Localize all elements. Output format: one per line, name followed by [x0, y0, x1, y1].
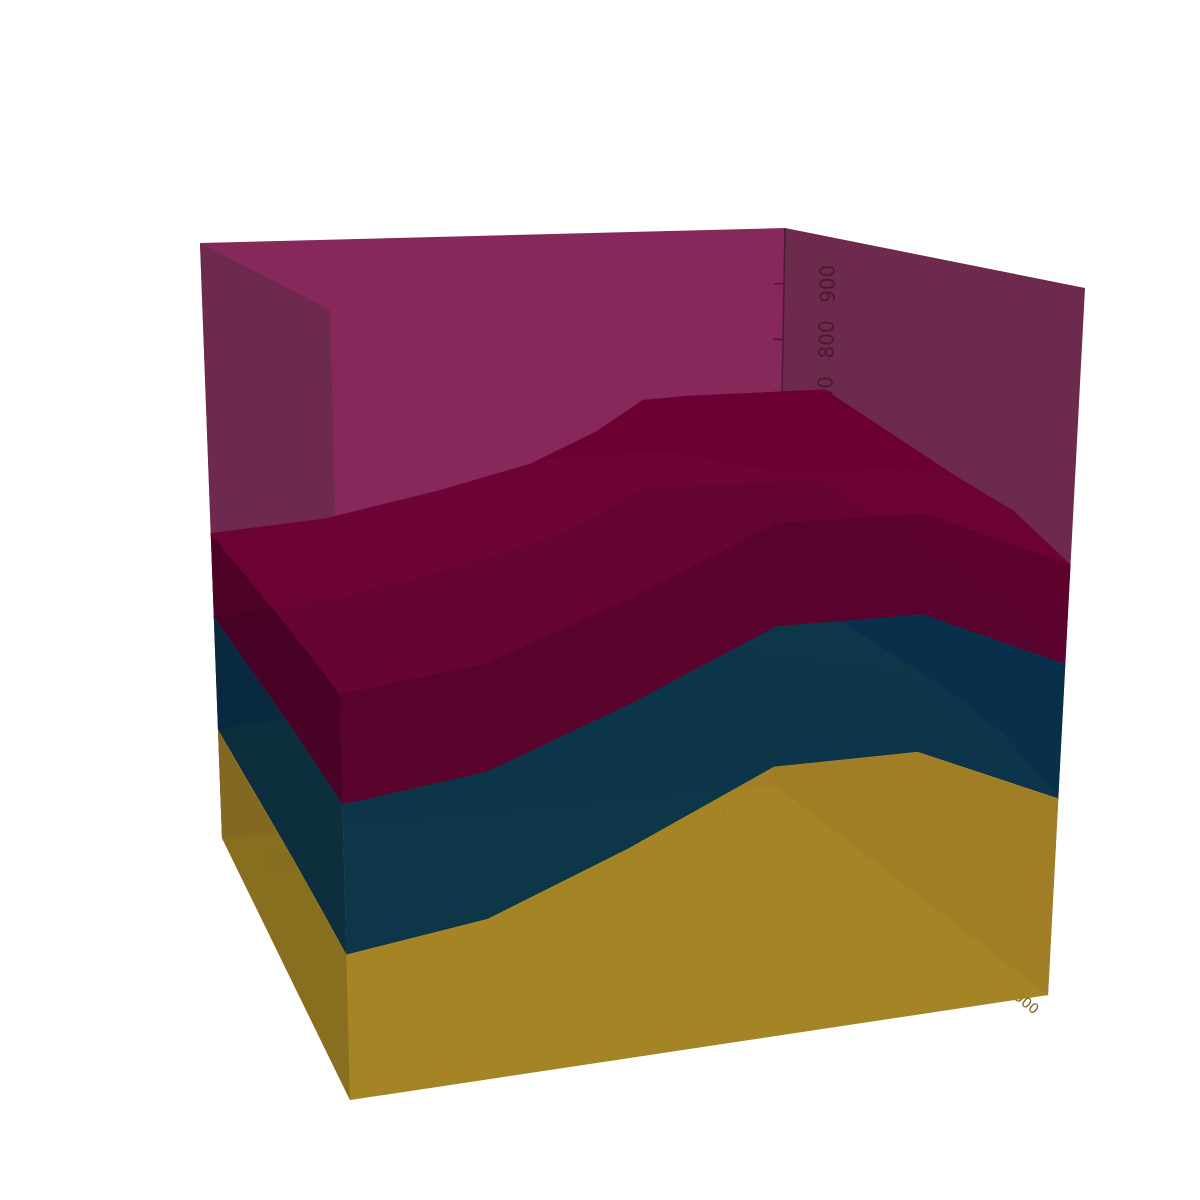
front-face	[342, 614, 1066, 955]
left-face	[218, 729, 350, 1100]
front-face	[346, 751, 1059, 1100]
z-tick-label: 900	[816, 265, 840, 303]
z-tick-label: 800	[815, 320, 839, 358]
surface-patch	[313, 624, 486, 695]
front-face	[339, 513, 1071, 805]
left-face	[213, 616, 347, 955]
left-face	[210, 533, 343, 805]
